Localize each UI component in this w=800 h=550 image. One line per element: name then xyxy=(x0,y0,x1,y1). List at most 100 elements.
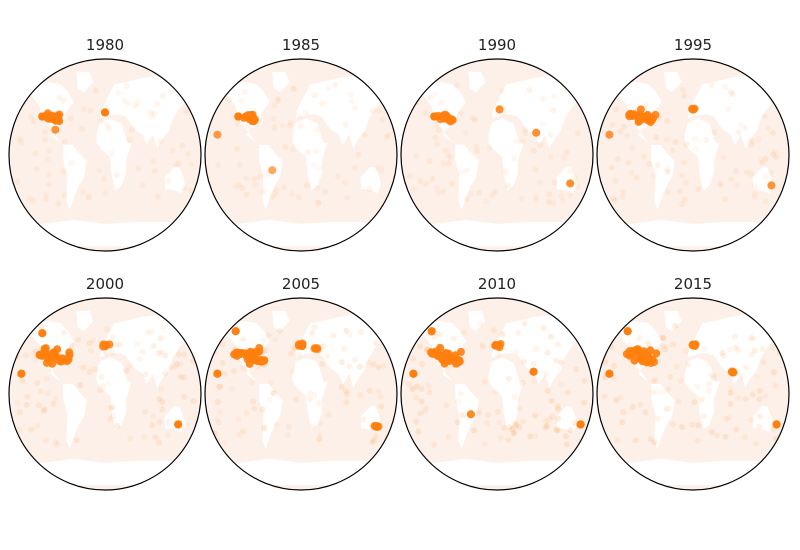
land-mass xyxy=(664,310,682,332)
station-dot xyxy=(682,348,689,354)
station-dot xyxy=(40,408,47,414)
station-dot xyxy=(679,424,686,431)
station-dot xyxy=(129,126,136,133)
station-dot xyxy=(369,439,376,446)
station-dot xyxy=(711,129,718,136)
station-dot xyxy=(296,113,303,120)
station-dot xyxy=(708,82,715,89)
hotspot-marker xyxy=(174,420,183,429)
station-dot xyxy=(629,145,636,152)
station-dot xyxy=(646,161,653,167)
station-dot xyxy=(149,422,156,429)
station-dot xyxy=(464,196,470,202)
station-dot xyxy=(742,396,749,403)
hotspot-marker xyxy=(237,349,246,358)
station-dot xyxy=(316,165,322,172)
station-dot xyxy=(88,347,95,354)
station-dot xyxy=(87,107,94,114)
station-dot xyxy=(313,148,320,155)
station-dot xyxy=(108,404,115,411)
station-dot xyxy=(733,168,739,175)
hotspot-marker xyxy=(605,130,614,139)
station-dot xyxy=(419,361,426,368)
hotspot-marker xyxy=(605,130,614,139)
station-dot xyxy=(700,413,707,420)
station-dot xyxy=(27,114,34,121)
station-dot xyxy=(771,369,778,376)
station-dot xyxy=(636,334,643,341)
station-dot xyxy=(103,350,109,357)
station-dot xyxy=(145,329,152,336)
station-dot xyxy=(32,150,39,157)
station-dot xyxy=(352,357,358,363)
station-dot xyxy=(681,92,688,99)
hotspot-marker xyxy=(532,128,541,137)
hotspot-marker xyxy=(767,181,776,190)
station-dot xyxy=(175,351,182,358)
station-dot xyxy=(650,173,657,180)
station-dot xyxy=(477,320,484,327)
station-dot xyxy=(410,186,417,193)
station-dot xyxy=(553,357,560,364)
land-mass xyxy=(360,167,381,194)
station-dot xyxy=(698,396,705,403)
station-dot xyxy=(567,427,574,434)
station-dot xyxy=(664,405,670,412)
station-dot xyxy=(540,324,547,331)
station-dot xyxy=(475,407,482,414)
station-dot xyxy=(729,91,736,98)
station-dot xyxy=(548,397,555,404)
station-dot xyxy=(75,336,81,343)
station-dot xyxy=(547,153,554,160)
station-dot xyxy=(140,182,146,189)
station-dot xyxy=(512,421,519,428)
station-dot xyxy=(625,159,632,166)
station-dot xyxy=(609,121,616,128)
station-dot xyxy=(114,422,121,429)
hotspot-marker xyxy=(213,130,222,139)
station-dot xyxy=(426,389,433,396)
station-dot xyxy=(38,323,45,330)
station-dot xyxy=(727,89,734,95)
station-dot xyxy=(481,378,488,385)
station-dot xyxy=(219,359,226,366)
land-mass xyxy=(99,76,198,149)
station-dot xyxy=(660,335,667,342)
hotspot-marker xyxy=(532,128,541,137)
station-dot xyxy=(433,121,440,128)
station-dot xyxy=(358,328,365,335)
station-dot xyxy=(172,161,179,168)
station-dot xyxy=(602,359,609,365)
station-dot xyxy=(168,364,174,371)
station-dot xyxy=(77,382,84,389)
station-dot xyxy=(689,421,696,428)
station-dot xyxy=(719,349,726,356)
station-dot xyxy=(506,424,513,431)
land-mass xyxy=(76,310,94,332)
station-dot xyxy=(682,179,689,186)
station-dot xyxy=(127,136,133,143)
station-dot xyxy=(484,411,491,418)
station-dot xyxy=(624,133,631,139)
station-dot xyxy=(418,398,425,405)
station-dot xyxy=(677,377,684,384)
station-dot xyxy=(19,377,26,384)
hotspot-marker xyxy=(767,181,776,190)
hotspot-marker xyxy=(466,410,475,419)
station-dot xyxy=(152,110,158,117)
station-dot xyxy=(216,409,223,416)
hotspot-marker xyxy=(566,179,575,188)
station-dot xyxy=(311,92,318,98)
hotspot-marker xyxy=(213,130,222,139)
hotspot-marker xyxy=(627,110,636,119)
station-dot xyxy=(291,85,298,92)
station-dot xyxy=(498,87,505,94)
station-dot xyxy=(572,326,579,333)
station-dot xyxy=(113,342,120,348)
station-dot xyxy=(748,334,755,341)
station-dot xyxy=(527,433,534,440)
station-dot xyxy=(232,183,239,190)
station-dot xyxy=(714,432,721,439)
station-dot xyxy=(543,371,550,378)
station-dot xyxy=(240,336,247,343)
